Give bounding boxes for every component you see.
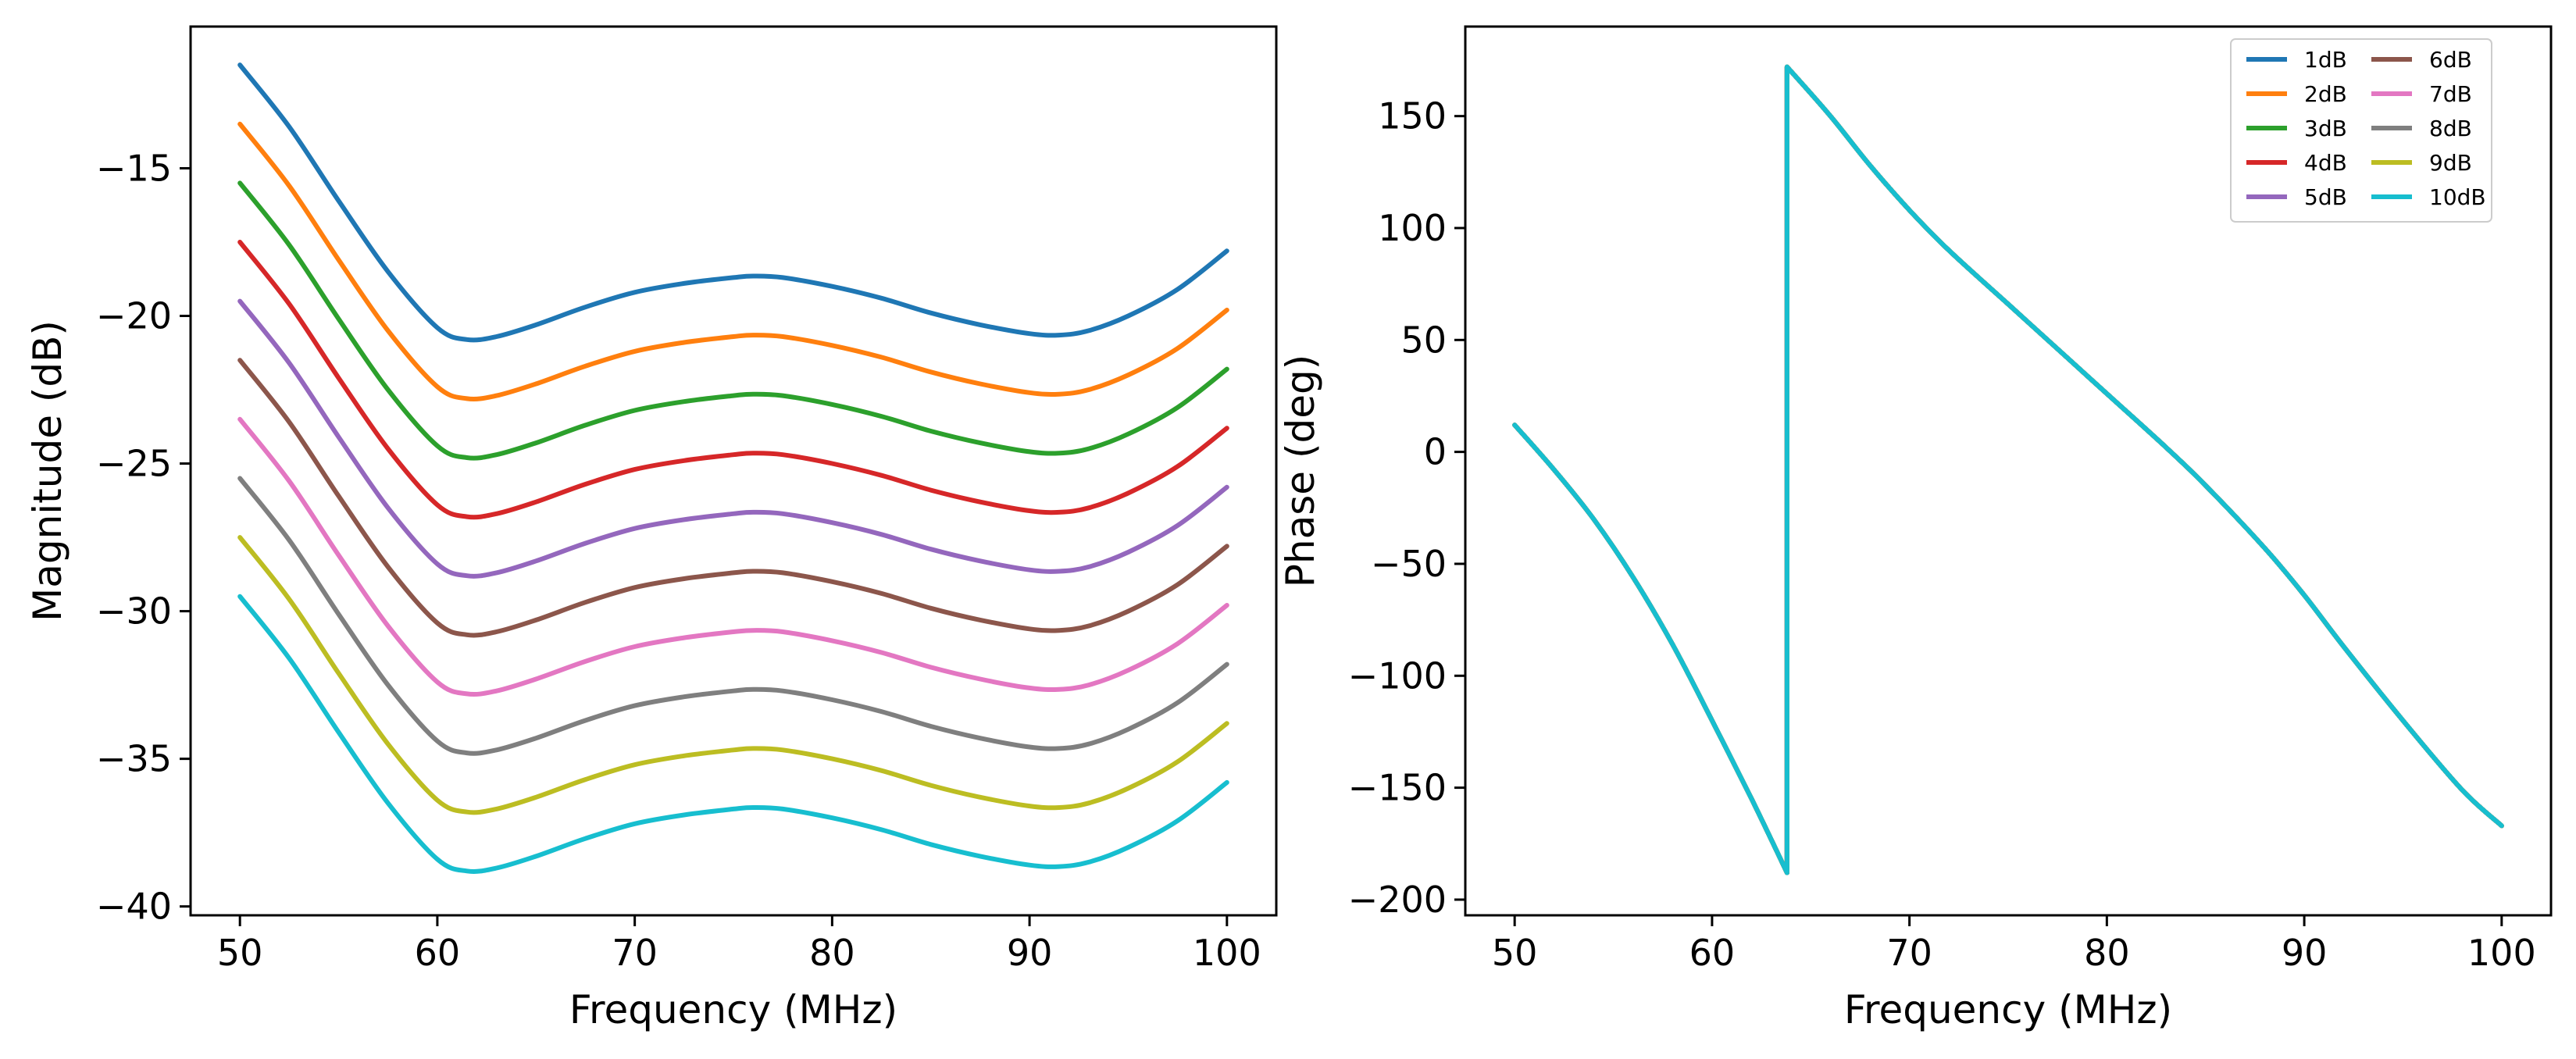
magnitude-x-tick-label: 80 — [809, 932, 855, 974]
phase-x-tick-label: 50 — [1492, 932, 1538, 974]
magnitude-x-tick-label: 90 — [1007, 932, 1053, 974]
magnitude-x-tick-label: 100 — [1193, 932, 1261, 974]
magnitude-y-tick-label: −25 — [96, 443, 172, 485]
phase-plot-frame — [1464, 25, 2553, 917]
legend-label-5dB: 5dB — [2304, 184, 2347, 210]
phase-x-tick-label: 60 — [1689, 932, 1736, 974]
magnitude-y-tick-label: −40 — [96, 886, 172, 928]
legend-label-1dB: 1dB — [2304, 47, 2347, 73]
legend-frame — [2230, 38, 2492, 223]
magnitude-series-10dB — [237, 594, 1229, 874]
legend-label-6dB: 6dB — [2429, 47, 2472, 73]
legend-label-3dB: 3dB — [2304, 116, 2347, 141]
magnitude-series-5dB — [237, 298, 1229, 579]
magnitude-y-tick-label: −30 — [96, 590, 172, 633]
magnitude-series-6dB — [237, 358, 1229, 638]
magnitude-panel: 50 60 70 80 90 100 −40 −35 −30 −25 −20 −15 Frequen… — [25, 25, 1278, 1032]
phase-series-10dB — [1512, 64, 2504, 875]
magnitude-x-tick-label: 60 — [415, 932, 461, 974]
phase-y-axis-label: Phase (deg) — [1278, 355, 1323, 587]
magnitude-series-1dB — [237, 62, 1229, 343]
phase-y-tick-label: −50 — [1371, 543, 1447, 585]
phase-series-group — [1512, 64, 2504, 875]
phase-y-tick-label: 50 — [1400, 319, 1447, 361]
legend-entries: 1dB 2dB 3dB 4dB 5dB 6dB 7dB 8dB 9dB 10dB — [2246, 47, 2486, 210]
phase-y-tick-label: −150 — [1348, 767, 1447, 809]
magnitude-x-tick-label: 70 — [612, 932, 658, 974]
legend: 1dB 2dB 3dB 4dB 5dB 6dB 7dB 8dB 9dB 10dB — [2230, 38, 2492, 223]
magnitude-y-tick-label: −15 — [96, 147, 172, 189]
magnitude-y-tick-label: −35 — [96, 738, 172, 780]
phase-x-tick-label: 90 — [2282, 932, 2328, 974]
phase-x-tick-label: 80 — [2084, 932, 2130, 974]
magnitude-series-8dB — [237, 476, 1229, 756]
phase-x-tick-label: 100 — [2467, 932, 2536, 974]
legend-label-9dB: 9dB — [2429, 150, 2472, 176]
phase-y-tick-label: −200 — [1348, 879, 1447, 921]
magnitude-y-axis-label: Magnitude (dB) — [25, 320, 70, 622]
legend-label-4dB: 4dB — [2304, 150, 2347, 176]
phase-x-ticks: 50 60 70 80 90 100 — [1492, 915, 2536, 974]
phase-panel: 50 60 70 80 90 100 −200 −150 −100 −50 0 50 100 150 F… — [1278, 25, 2553, 1032]
phase-x-tick-label: 70 — [1886, 932, 1932, 974]
legend-label-8dB: 8dB — [2429, 116, 2472, 141]
phase-y-ticks: −200 −150 −100 −50 0 50 100 150 — [1348, 95, 1465, 921]
magnitude-series-group — [237, 62, 1229, 874]
magnitude-series-3dB — [237, 180, 1229, 461]
legend-label-7dB: 7dB — [2429, 81, 2472, 107]
magnitude-x-tick-label: 50 — [217, 932, 263, 974]
magnitude-y-ticks: −40 −35 −30 −25 −20 −15 — [96, 147, 191, 928]
phase-y-tick-label: 100 — [1378, 207, 1447, 249]
magnitude-series-7dB — [237, 416, 1229, 697]
legend-label-10dB: 10dB — [2429, 184, 2486, 210]
magnitude-series-2dB — [237, 121, 1229, 402]
magnitude-plot-frame — [189, 25, 1278, 917]
phase-y-tick-label: −100 — [1348, 654, 1447, 697]
magnitude-x-ticks: 50 60 70 80 90 100 — [217, 915, 1261, 974]
magnitude-series-9dB — [237, 535, 1229, 815]
magnitude-y-tick-label: −20 — [96, 295, 172, 337]
phase-y-tick-label: 150 — [1378, 95, 1447, 137]
magnitude-series-4dB — [237, 240, 1229, 520]
magnitude-x-axis-label: Frequency (MHz) — [569, 987, 897, 1032]
phase-x-axis-label: Frequency (MHz) — [1844, 987, 2172, 1032]
legend-label-2dB: 2dB — [2304, 81, 2347, 107]
phase-y-tick-label: 0 — [1424, 431, 1447, 473]
